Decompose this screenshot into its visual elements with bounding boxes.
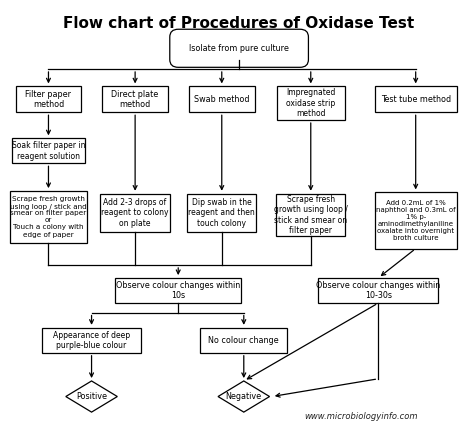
FancyBboxPatch shape [276, 194, 346, 236]
Text: Scrape fresh growth
using loop / stick and
smear on filter paper
or
Touch a colo: Scrape fresh growth using loop / stick a… [10, 197, 87, 237]
Text: Filter paper
method: Filter paper method [26, 90, 72, 109]
Text: Appearance of deep
purple-blue colour: Appearance of deep purple-blue colour [53, 331, 130, 350]
Text: Observe colour changes within
10s: Observe colour changes within 10s [116, 281, 240, 300]
FancyBboxPatch shape [319, 278, 438, 303]
Text: Swab method: Swab method [194, 95, 249, 104]
Text: No colour change: No colour change [209, 336, 279, 345]
Text: Direct plate
method: Direct plate method [111, 90, 159, 109]
Polygon shape [66, 381, 118, 412]
Text: Add 2-3 drops of
reagent to colony
on plate: Add 2-3 drops of reagent to colony on pl… [101, 198, 169, 227]
FancyBboxPatch shape [277, 86, 345, 120]
Text: Test tube method: Test tube method [381, 95, 451, 104]
FancyBboxPatch shape [16, 86, 81, 112]
Text: Scrape fresh
growth using loop /
stick and smear on
filter paper: Scrape fresh growth using loop / stick a… [274, 195, 348, 235]
Text: Positive: Positive [76, 392, 107, 401]
Text: Add 0.2mL of 1%
naphthol and 0.3mL of
1% p-
aminodimethylaniline
oxalate into ov: Add 0.2mL of 1% naphthol and 0.3mL of 1%… [376, 200, 456, 241]
Text: Isolate from pure culture: Isolate from pure culture [189, 44, 289, 53]
FancyBboxPatch shape [100, 194, 170, 232]
FancyBboxPatch shape [375, 192, 456, 249]
Text: Soak filter paper in
reagent solution: Soak filter paper in reagent solution [12, 141, 85, 161]
Text: Dip swab in the
reagent and then
touch colony: Dip swab in the reagent and then touch c… [188, 198, 255, 227]
FancyBboxPatch shape [170, 29, 309, 67]
FancyBboxPatch shape [102, 86, 168, 112]
FancyBboxPatch shape [115, 278, 241, 303]
FancyBboxPatch shape [189, 86, 255, 112]
FancyBboxPatch shape [42, 328, 141, 353]
Text: Impregnated
oxidase strip
method: Impregnated oxidase strip method [286, 89, 336, 118]
Text: Negative: Negative [226, 392, 262, 401]
FancyBboxPatch shape [375, 86, 456, 112]
Text: Observe colour changes within
10-30s: Observe colour changes within 10-30s [316, 281, 440, 300]
Text: Flow chart of Procedures of Oxidase Test: Flow chart of Procedures of Oxidase Test [64, 16, 415, 31]
Polygon shape [218, 381, 270, 412]
Text: www.microbiologyinfo.com: www.microbiologyinfo.com [305, 411, 418, 421]
FancyBboxPatch shape [201, 328, 287, 353]
FancyBboxPatch shape [12, 138, 85, 163]
FancyBboxPatch shape [10, 191, 87, 243]
FancyBboxPatch shape [187, 194, 256, 232]
